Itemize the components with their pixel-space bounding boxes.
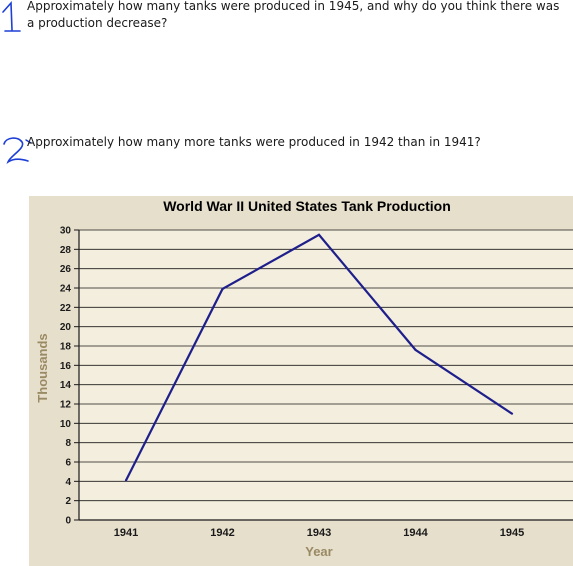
y-tick-label: 10 <box>60 419 72 430</box>
question-2-text: Approximately how many more tanks were p… <box>27 135 481 149</box>
plot-area <box>79 230 573 520</box>
y-tick-label: 16 <box>60 361 72 372</box>
y-tick-label: 2 <box>65 496 71 507</box>
data-series <box>124 233 514 482</box>
gridlines <box>79 229 573 521</box>
y-tick-label: 8 <box>65 438 71 449</box>
y-tick-label: 30 <box>60 226 72 237</box>
y-tick-label: 26 <box>60 264 72 275</box>
chart-panel: 0 2 4 6 8 10 12 14 16 18 20 22 24 26 28 30 1941 1942 1943 1… <box>29 196 573 566</box>
data-point <box>414 348 417 351</box>
y-tick-label: 20 <box>60 322 72 333</box>
y-tick-label: 14 <box>60 380 72 391</box>
handwritten-number-1 <box>2 0 21 32</box>
x-axis-title: Year <box>305 544 332 559</box>
x-tick-label: 1943 <box>307 527 331 539</box>
y-tick-label: 0 <box>65 516 71 527</box>
x-tick-label: 1945 <box>500 527 524 539</box>
data-point <box>317 233 321 236</box>
x-tick-label: 1941 <box>114 527 138 539</box>
question-1-text: Approximately how many tanks were produc… <box>27 0 560 30</box>
data-point <box>221 287 224 291</box>
x-tick-label: 1944 <box>403 527 428 539</box>
data-point <box>510 412 514 415</box>
y-tick-label: 4 <box>65 477 71 488</box>
y-tick-label: 24 <box>60 284 72 295</box>
y-tick-label: 18 <box>60 342 72 353</box>
axes <box>74 229 80 521</box>
y-tick-label: 12 <box>60 400 72 411</box>
y-tick-label: 6 <box>65 458 71 469</box>
y-tick-label: 22 <box>60 303 72 314</box>
x-tick-label: 1942 <box>210 527 234 539</box>
data-point <box>124 479 128 482</box>
y-axis-title: Thousands <box>35 333 50 402</box>
chart-title: World War II United States Tank Producti… <box>163 198 451 214</box>
handwritten-number-2 <box>3 137 32 164</box>
y-tick-label: 28 <box>60 245 72 256</box>
